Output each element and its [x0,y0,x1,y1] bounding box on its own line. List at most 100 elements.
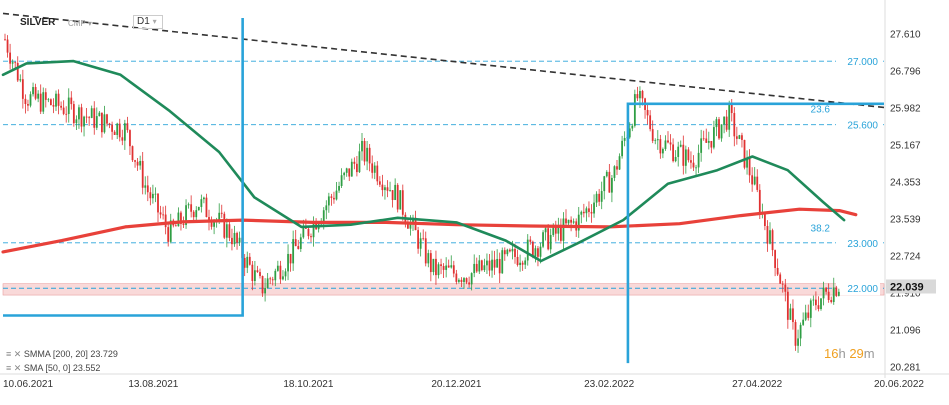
candle-body [368,147,371,164]
time-tick-label: 18.10.2021 [283,379,333,390]
candle-body [554,224,557,234]
candle-body [422,238,425,240]
candle-body [95,116,98,128]
candle-body [213,221,215,227]
drag-handle-icon[interactable]: ≡ [6,363,12,373]
candle-body [21,79,24,99]
candle-body [391,190,394,200]
candle-body [78,107,80,120]
candle-body [47,99,50,101]
candle-body [149,192,152,199]
candle-body [718,119,720,139]
candle-body [677,146,680,157]
candle-body [738,135,741,139]
level-label-bg [836,281,880,296]
candle-body [641,91,644,99]
candle-body [118,123,121,138]
candle-body [108,123,111,125]
candle-body [774,250,776,268]
chevron-down-icon: ▾ [87,19,92,28]
candle-body [572,221,575,223]
candle-body [271,279,274,281]
candle-body [812,299,815,301]
candle-body [570,219,572,223]
candle-body [827,291,830,300]
candle-body [427,253,430,264]
candle-body [710,140,713,148]
candle-body [728,104,731,130]
candle-body [389,190,391,191]
candle-body [50,99,52,106]
candle-body [776,267,779,275]
candle-body [837,291,840,296]
candle-body [371,163,374,173]
candle-body [544,228,547,233]
candle-body [519,262,521,266]
candle-body [598,193,601,202]
candle-body [809,300,812,318]
candle-body [616,166,618,170]
candle-body [534,248,537,257]
candle-body [185,205,187,225]
candle-body [764,212,766,226]
timeframe-dropdown[interactable]: D1 ▾ [133,15,163,29]
candle-body [781,283,784,285]
level-label: 25.600 [847,121,878,132]
drag-handle-icon[interactable]: ≡ [6,349,12,359]
candle-body [832,287,835,303]
candle-body [152,193,154,199]
compare-label: CMP [68,19,86,28]
candle-body [560,225,562,241]
candle-body [820,298,822,310]
candle-body [654,140,657,142]
candle-body [475,263,478,272]
candle-body [429,253,432,273]
legend-smma-text: SMMA [200, 20] 23.729 [23,349,118,359]
candle-body [343,172,346,176]
candle-body [695,167,697,169]
compare-dropdown[interactable]: CMP ▾ [68,19,92,28]
candle-body [223,213,226,238]
candle-body [590,211,593,214]
price-tick-label: 23.539 [890,214,921,225]
support-zone [2,283,885,296]
candle-body [330,196,333,198]
candle-body [562,218,565,241]
candle-body [381,184,384,191]
legend-smma[interactable]: ≡ ✕ SMMA [200, 20] 23.729 [6,349,118,360]
candle-body [802,319,805,325]
candle-body [697,152,700,168]
candle-body [524,260,527,265]
candle-body [450,265,453,268]
candle-body [90,108,93,118]
candle-body [42,92,45,112]
candle-body [664,140,667,149]
legend-sma[interactable]: ≡ ✕ SMA [50, 0] 23.552 [6,363,100,374]
candle-body [399,190,402,210]
candle-body [376,165,379,182]
candle-body [437,264,440,276]
candle-body [771,230,774,251]
candle-body [210,221,213,227]
candle-body [491,259,493,271]
close-icon[interactable]: ✕ [13,349,22,359]
candle-body [52,105,55,107]
candle-body [730,104,733,114]
countdown-hours: 16 [824,346,839,361]
candle-body [279,265,282,280]
close-icon[interactable]: ✕ [13,363,22,373]
candle-body [307,228,310,237]
candle-body [44,92,47,100]
candle-body [442,266,445,270]
candle-body [396,184,399,210]
candle-body [746,157,748,168]
candle-body [182,223,185,225]
candle-body [488,260,491,271]
candle-body [603,176,606,192]
candle-body [723,116,725,125]
candle-body [312,221,315,238]
candle-body [37,93,40,99]
candle-body [123,123,126,141]
candle-body [537,248,539,257]
